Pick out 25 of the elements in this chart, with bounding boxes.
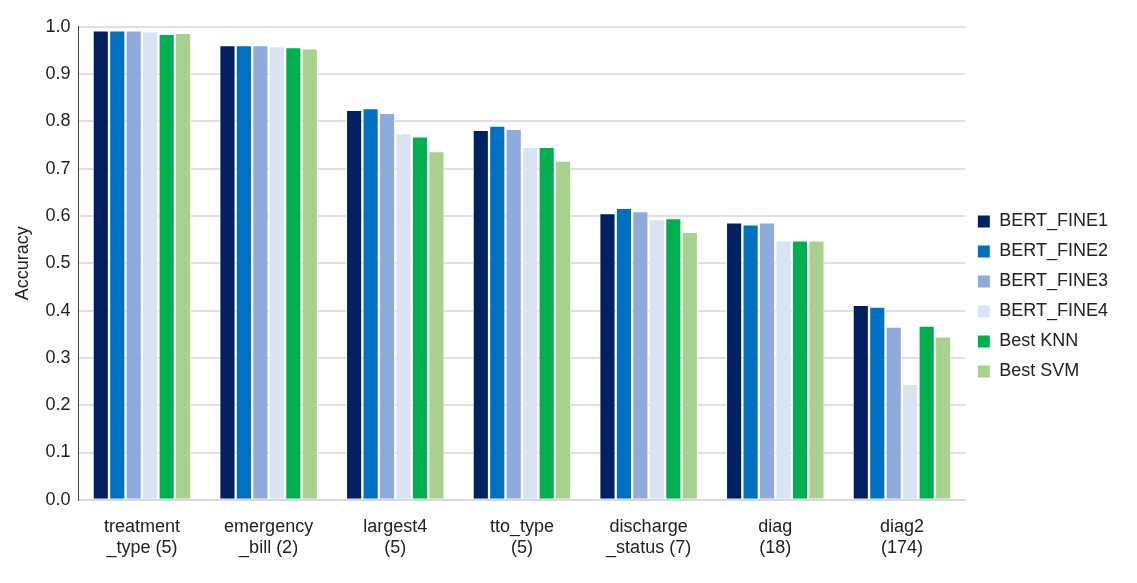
y-tick-label: 0.0	[45, 488, 71, 509]
x-tick-label: emergency _bill (2)	[224, 515, 314, 559]
x-tick-label: treatment _type (5)	[103, 515, 180, 559]
x-tick-label: largest4 (5)	[363, 515, 428, 558]
y-tick-label: 0.5	[45, 252, 71, 273]
x-tick-label: tto_type (5)	[489, 515, 554, 558]
legend-label: BERT_FINE4	[999, 300, 1108, 322]
legend-label: BERT_FINE1	[999, 210, 1108, 232]
y-tick-label: 0.6	[45, 204, 71, 225]
y-axis-title: Accuracy	[11, 226, 32, 301]
y-tick-label: 0.2	[45, 394, 71, 415]
x-tick-label: discharge _status (7)	[605, 515, 692, 559]
legend-label: Best SVM	[999, 360, 1080, 381]
y-tick-label: 0.3	[45, 346, 71, 367]
legend-label: BERT_FINE3	[999, 270, 1108, 292]
y-tick-label: 0.7	[45, 157, 71, 178]
x-tick-label: diag2 (174)	[879, 515, 924, 558]
y-tick-label: 0.9	[45, 63, 71, 84]
y-tick-label: 0.8	[45, 110, 71, 131]
x-tick-label: diag (18)	[758, 515, 793, 558]
legend-label: BERT_FINE2	[999, 240, 1108, 262]
y-tick-label: 0.4	[45, 299, 71, 320]
y-tick-label: 0.1	[45, 441, 71, 462]
legend-label: Best KNN	[999, 330, 1079, 351]
y-tick-label: 1.0	[45, 15, 71, 36]
